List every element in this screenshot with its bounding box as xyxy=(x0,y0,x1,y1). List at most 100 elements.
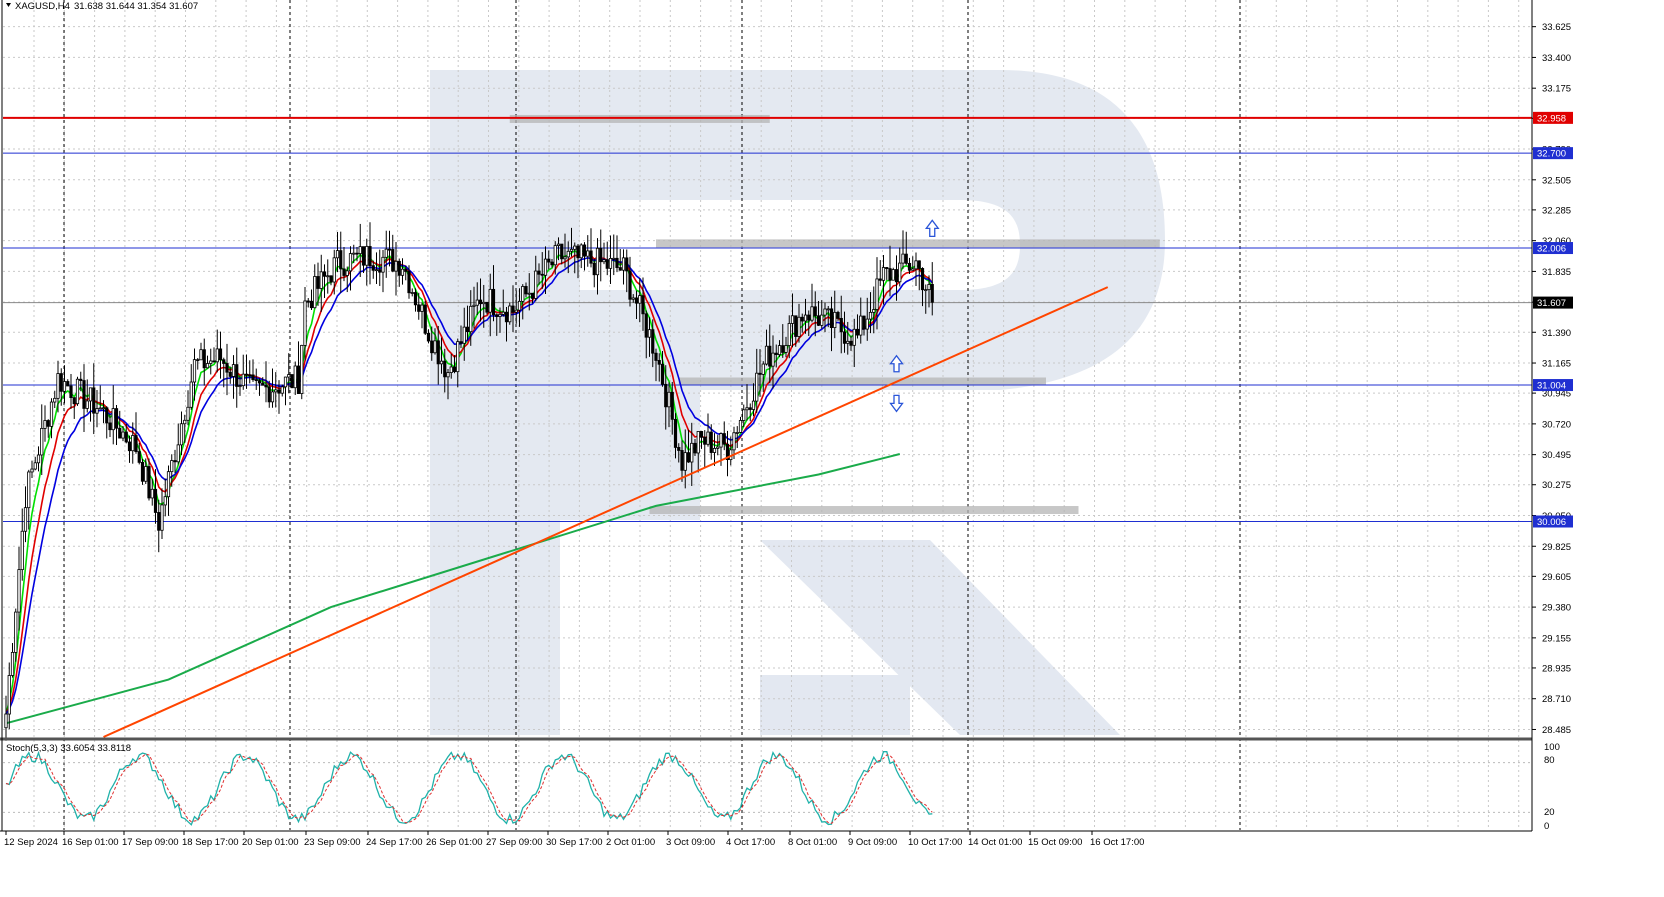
candle-body xyxy=(501,311,505,315)
candle-body xyxy=(693,442,697,454)
candle-body xyxy=(124,431,128,443)
ma-mid-line xyxy=(5,252,933,715)
candle-body xyxy=(485,301,489,313)
candle-body xyxy=(163,496,167,506)
candle-body xyxy=(153,488,158,513)
candle-body xyxy=(196,359,200,362)
candle-body xyxy=(238,385,242,388)
candle-body xyxy=(261,382,265,386)
candle-body xyxy=(134,435,138,452)
candle-body xyxy=(888,268,892,281)
level-tag xyxy=(1533,147,1573,160)
candle-body xyxy=(592,262,596,276)
candle-body xyxy=(732,432,736,451)
candle-body xyxy=(586,250,590,257)
candle-body xyxy=(121,431,125,439)
candle-body xyxy=(725,443,730,461)
candle-body xyxy=(595,247,600,276)
candle-body xyxy=(794,315,798,337)
candle-body xyxy=(144,466,148,482)
time-label: 30 Sep 17:00 xyxy=(546,837,603,848)
candle-body xyxy=(573,245,577,250)
price-tick-label: 30.275 xyxy=(1542,480,1571,491)
candle-body xyxy=(459,341,463,344)
candle-body xyxy=(511,305,515,313)
candle-body xyxy=(690,442,694,463)
price-tick-label: 30.720 xyxy=(1542,419,1571,430)
candle-body xyxy=(631,297,635,300)
candle-body xyxy=(280,386,284,394)
time-label: 2 Oct 01:00 xyxy=(606,837,655,848)
candle-body xyxy=(706,431,710,445)
candle-body xyxy=(244,373,249,376)
level-tag xyxy=(1533,242,1573,255)
candle-body xyxy=(384,248,388,258)
candle-body xyxy=(114,408,119,429)
candle-body xyxy=(95,408,99,414)
candle-body xyxy=(621,257,626,271)
candle-body xyxy=(413,292,418,306)
candle-body xyxy=(215,348,219,363)
sr-zone xyxy=(649,506,1079,515)
candle-body xyxy=(391,249,395,272)
candle-body xyxy=(79,378,83,381)
candle-body xyxy=(293,365,297,389)
candle-body xyxy=(508,305,512,323)
chart-header: XAGUSD,H4 31.638 31.644 31.354 31.607 xyxy=(6,1,198,12)
candle-body xyxy=(504,311,509,323)
candle-body xyxy=(4,713,8,729)
candle-body xyxy=(680,450,684,471)
candle-body xyxy=(576,245,580,259)
time-label: 16 Sep 01:00 xyxy=(62,837,119,848)
candle-body xyxy=(329,275,333,283)
candle-body xyxy=(566,250,570,258)
candle-body xyxy=(787,323,791,346)
candle-body xyxy=(23,507,28,532)
time-label: 27 Sep 09:00 xyxy=(486,837,543,848)
candle-body xyxy=(641,295,645,315)
candle-body xyxy=(478,299,483,305)
candle-body xyxy=(387,248,392,251)
candle-body xyxy=(46,420,50,427)
candle-body xyxy=(495,314,499,317)
candle-body xyxy=(534,270,538,299)
chart-grid xyxy=(3,0,1532,830)
candle-body xyxy=(917,260,921,269)
candle-body xyxy=(878,278,882,281)
candle-body xyxy=(439,360,444,365)
level-tag xyxy=(1533,515,1573,528)
candle-body xyxy=(599,247,603,263)
candle-body xyxy=(27,471,31,509)
candle-body xyxy=(605,259,609,269)
candle-body xyxy=(231,364,236,377)
candle-body xyxy=(826,308,830,311)
candle-body xyxy=(319,271,323,289)
trendline[interactable] xyxy=(103,286,1109,738)
candle-body xyxy=(465,326,470,333)
candle-body xyxy=(322,271,327,277)
price-tick-label: 29.155 xyxy=(1542,633,1571,644)
candle-body xyxy=(410,292,414,294)
candle-body xyxy=(771,352,775,367)
candle-body xyxy=(66,381,70,387)
price-tick-label: 32.505 xyxy=(1542,175,1571,186)
price-tick-label: 30.945 xyxy=(1542,389,1571,400)
candle-body xyxy=(462,326,466,344)
price-tick-label: 29.825 xyxy=(1542,542,1571,553)
dropdown-icon[interactable] xyxy=(6,3,11,7)
candle-body xyxy=(358,246,362,255)
candle-body xyxy=(179,423,184,446)
time-label: 14 Oct 01:00 xyxy=(968,837,1022,848)
candle-body xyxy=(482,301,486,305)
candle-body xyxy=(722,433,726,445)
candle-body xyxy=(85,400,89,409)
candle-body xyxy=(810,306,814,321)
candle-body xyxy=(517,300,522,311)
candle-body xyxy=(761,363,765,375)
candle-body xyxy=(404,268,408,272)
candle-body xyxy=(374,269,379,272)
price-tick-label: 31.390 xyxy=(1542,328,1571,339)
current-price-label: 31.607 xyxy=(1537,298,1566,309)
candle-body xyxy=(228,371,232,377)
